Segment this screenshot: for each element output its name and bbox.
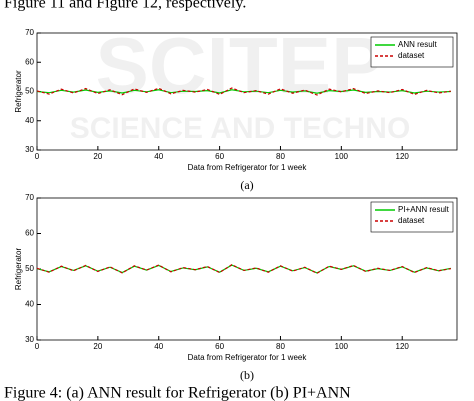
x-tick-label: 100	[335, 152, 349, 161]
x-tick-label: 60	[215, 342, 224, 351]
y-tick-label: 60	[25, 229, 34, 238]
x-tick-label: 100	[335, 342, 349, 351]
x-tick-label: 60	[215, 152, 224, 161]
x-tick-label: 40	[154, 342, 163, 351]
y-tick-label: 50	[25, 264, 34, 273]
y-tick-label: 60	[25, 57, 34, 66]
legend-box	[370, 201, 454, 233]
watermark: SCITEP	[96, 21, 385, 110]
x-tick-label: 120	[396, 342, 410, 351]
x-tick-label: 20	[93, 152, 102, 161]
y-tick-label: 30	[25, 145, 34, 154]
x-tick-label: 120	[396, 152, 410, 161]
y-tick-label: 50	[25, 87, 34, 96]
x-axis-label: Data from Refrigerator for 1 week	[188, 353, 308, 362]
y-tick-label: 70	[25, 193, 34, 202]
x-tick-label: 40	[154, 152, 163, 161]
y-tick-label: 30	[25, 335, 34, 344]
y-axis-label: Refrigerator	[14, 248, 23, 291]
x-tick-label: 80	[276, 342, 285, 351]
footer-text: Figure 4: (a) ANN result for Refrigerato…	[4, 385, 351, 401]
series-line	[36, 264, 452, 274]
caption: (b)	[240, 368, 254, 382]
series-line	[36, 264, 452, 274]
y-tick-label: 40	[25, 116, 34, 125]
y-tick-label: 40	[25, 300, 34, 309]
watermark: SCIENCE AND TECHNO	[70, 112, 411, 145]
legend-box	[370, 36, 454, 68]
x-axis-label: Data from Refrigerator for 1 week	[188, 163, 308, 172]
x-tick-label: 0	[35, 152, 40, 161]
legend-label: dataset	[398, 216, 425, 225]
legend-label: ANN result	[398, 40, 437, 49]
legend-label: dataset	[398, 51, 425, 60]
legend-label: PI+ANN result	[398, 205, 450, 214]
x-tick-label: 80	[276, 152, 285, 161]
header-text: Figure 11 and Figure 12, respectively.	[4, 0, 246, 12]
y-axis-label: Refrigerator	[14, 70, 23, 113]
x-tick-label: 20	[93, 342, 102, 351]
series-line	[36, 87, 451, 96]
y-tick-label: 70	[25, 28, 34, 37]
caption: (a)	[240, 178, 253, 192]
x-tick-label: 0	[35, 342, 40, 351]
